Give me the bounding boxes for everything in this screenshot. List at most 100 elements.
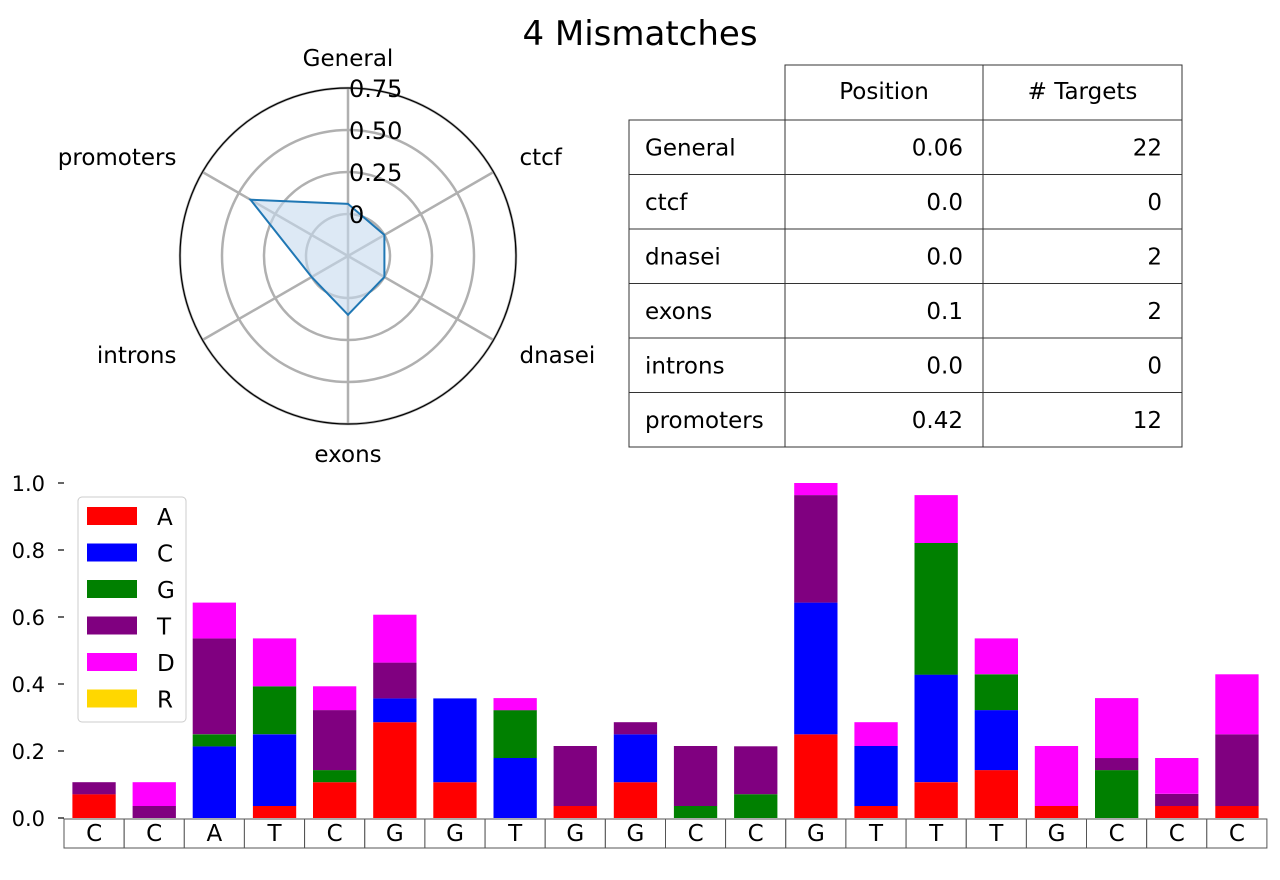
bar-segment-G	[192, 734, 236, 747]
table-row	[628, 119, 1183, 175]
legend-swatch	[87, 616, 137, 635]
bar-segment-D	[252, 638, 297, 687]
table-row	[628, 392, 1183, 448]
bar-segment-D	[1034, 746, 1079, 806]
table-row	[628, 283, 1183, 339]
bar-segment-A	[433, 782, 477, 818]
x-category-label: T	[868, 821, 884, 847]
y-tick-label: 0.2	[12, 740, 45, 764]
table-cell: 0.0	[926, 190, 963, 216]
x-category-label: G	[807, 821, 825, 847]
bar-segment-C	[854, 746, 898, 806]
table-row	[628, 337, 1183, 393]
bar-segment-A	[854, 805, 898, 818]
bar-segment-D	[914, 495, 958, 543]
bar-segment-A	[1155, 805, 1199, 818]
x-category-cell	[63, 818, 125, 849]
radar-tick-label: 0.50	[349, 117, 402, 145]
x-category-label: G	[1048, 821, 1066, 847]
table-row-label: exons	[645, 299, 712, 325]
table-column-header: Position	[839, 79, 929, 105]
radar-axis-label: promoters	[58, 145, 177, 171]
table-cell: 22	[1133, 135, 1162, 161]
x-category-cell	[1146, 818, 1208, 849]
bar-segment-C	[493, 758, 537, 818]
table-cell: 2	[1147, 299, 1162, 325]
bar-segment-C	[373, 698, 417, 723]
bar-segment-T	[673, 746, 718, 806]
bar-segment-T	[132, 805, 176, 818]
bar-segment-G	[1095, 770, 1139, 818]
x-category-cell	[544, 818, 606, 849]
x-category-cell	[604, 818, 667, 849]
x-category-cell	[1086, 818, 1148, 849]
radar-axis-label: ctcf	[520, 145, 563, 171]
table-row-label: ctcf	[645, 190, 688, 216]
bar-segment-T	[794, 495, 838, 603]
radar-tick-label: 0.25	[349, 159, 402, 187]
x-category-cell	[785, 818, 847, 849]
x-category-label: C	[86, 821, 102, 847]
radar-axis-label: General	[303, 46, 394, 72]
bar-segment-C	[252, 734, 297, 806]
x-category-label: C	[327, 821, 343, 847]
bar-segment-T	[613, 722, 658, 735]
bar-segment-C	[794, 602, 838, 735]
table-cell: 0	[1147, 190, 1162, 216]
bar-segment-A	[313, 782, 357, 818]
y-tick-label: 1.0	[12, 472, 45, 496]
x-category-label: C	[1229, 821, 1245, 847]
radar-tick-label: 0.75	[349, 75, 402, 103]
legend-swatch	[87, 507, 137, 525]
legend-label: A	[157, 505, 173, 531]
table-cell: 12	[1133, 408, 1162, 434]
bar-segment-D	[854, 722, 898, 746]
x-category-label: G	[446, 821, 464, 847]
bar-segment-G	[673, 805, 718, 818]
x-category-label: T	[507, 821, 523, 847]
x-category-cell	[123, 818, 185, 849]
bar-segment-A	[974, 770, 1018, 818]
bar-segment-D	[132, 782, 176, 806]
table-row-label: dnasei	[645, 244, 721, 270]
y-tick-label: 0.8	[12, 539, 45, 563]
bar-segment-C	[433, 698, 477, 783]
radar-axis-label: dnasei	[520, 343, 596, 369]
legend-label: C	[157, 542, 173, 568]
x-category-label: C	[1169, 821, 1185, 847]
radar-frame	[179, 87, 517, 425]
legend-swatch	[87, 580, 137, 598]
table-cell: 0.0	[926, 353, 963, 379]
bar-segment-T	[72, 782, 116, 795]
x-category-label: C	[748, 821, 764, 847]
table-row-label: promoters	[645, 408, 764, 434]
x-category-label: C	[1109, 821, 1125, 847]
radar-axis-label: exons	[314, 442, 381, 468]
bar-segment-T	[373, 662, 417, 699]
radar-chart: 0 0.25 0.50 0.75 General ctcf dnasei exons intro…	[58, 46, 596, 468]
table-cell: 0	[1147, 353, 1162, 379]
bar-segment-A	[1034, 805, 1079, 818]
radar-axis-label: introns	[97, 343, 177, 369]
x-category-label: C	[688, 821, 704, 847]
x-category-label: G	[626, 821, 644, 847]
y-tick-label: 0.4	[12, 673, 45, 697]
table-row	[628, 174, 1183, 230]
bar-segment-D	[313, 686, 357, 711]
bar-segment-C	[192, 746, 236, 818]
bar-segment-C	[974, 710, 1018, 771]
y-tick-label: 0.0	[12, 807, 45, 831]
bar-segment-D	[974, 638, 1018, 675]
x-category-label: C	[146, 821, 162, 847]
bar-segment-G	[734, 794, 778, 818]
table-column-header: # Targets	[1028, 79, 1138, 105]
bar-segment-T	[1215, 734, 1259, 806]
radar-series-area	[248, 198, 386, 317]
bar-segment-D	[1095, 698, 1139, 759]
x-category-label: G	[566, 821, 584, 847]
table-cell: 0.0	[926, 244, 963, 270]
bar-segment-T	[192, 638, 236, 735]
bar-segment-T	[1155, 793, 1199, 806]
table-cell: 0.06	[912, 135, 963, 161]
